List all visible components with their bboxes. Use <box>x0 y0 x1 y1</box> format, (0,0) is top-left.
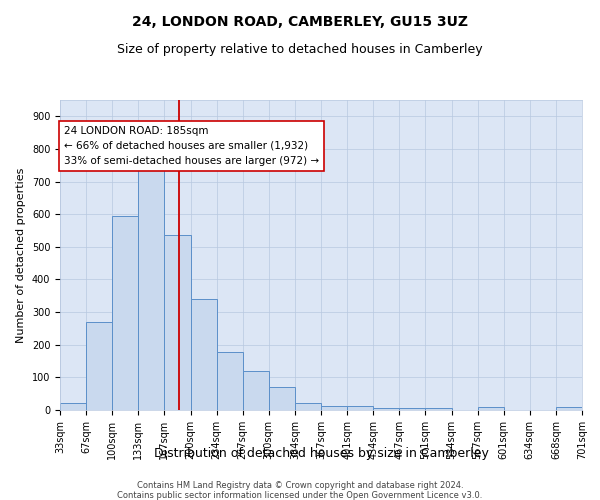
Bar <box>347 406 373 410</box>
Bar <box>478 408 504 410</box>
Bar <box>425 408 452 410</box>
Bar <box>86 322 112 410</box>
Bar <box>60 403 86 410</box>
Text: Distribution of detached houses by size in Camberley: Distribution of detached houses by size … <box>154 448 488 460</box>
Text: Contains public sector information licensed under the Open Government Licence v3: Contains public sector information licen… <box>118 491 482 500</box>
Bar <box>139 169 164 410</box>
Text: Size of property relative to detached houses in Camberley: Size of property relative to detached ho… <box>117 42 483 56</box>
Bar <box>295 403 321 410</box>
Bar <box>321 406 347 410</box>
Bar <box>556 408 582 410</box>
Y-axis label: Number of detached properties: Number of detached properties <box>16 168 26 342</box>
Bar <box>269 387 295 410</box>
Bar <box>400 408 425 410</box>
Text: Contains HM Land Registry data © Crown copyright and database right 2024.: Contains HM Land Registry data © Crown c… <box>137 481 463 490</box>
Bar <box>373 408 400 410</box>
Text: 24 LONDON ROAD: 185sqm
← 66% of detached houses are smaller (1,932)
33% of semi-: 24 LONDON ROAD: 185sqm ← 66% of detached… <box>64 126 319 166</box>
Bar <box>217 352 243 410</box>
Bar <box>164 236 191 410</box>
Bar <box>191 299 217 410</box>
Text: 24, LONDON ROAD, CAMBERLEY, GU15 3UZ: 24, LONDON ROAD, CAMBERLEY, GU15 3UZ <box>132 15 468 29</box>
Bar <box>243 372 269 410</box>
Bar <box>112 216 139 410</box>
